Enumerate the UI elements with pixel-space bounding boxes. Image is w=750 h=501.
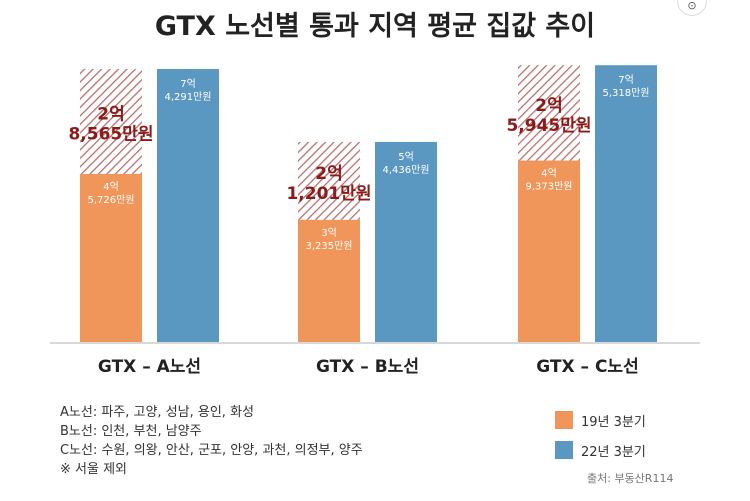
bar-2019-value-label: 5,726만원 xyxy=(87,194,134,206)
legend-label-2019: 19년 3분기 xyxy=(581,414,646,430)
bar-2019-value-label: 9,373만원 xyxy=(525,181,572,193)
bar-2019-value-label: 4억 xyxy=(103,181,119,193)
legend-swatch-2022 xyxy=(555,441,573,459)
increase-value-label: 2억 xyxy=(315,164,342,184)
bar-2019-value-label: 3,235만원 xyxy=(305,240,352,252)
increase-value-label: 1,201만원 xyxy=(286,184,371,204)
bar-2019 xyxy=(80,173,142,342)
bar-2022-value-label: 5억 xyxy=(398,151,414,163)
increase-hatch-bar xyxy=(298,141,360,220)
note-b-line: B노선: 인천, 부천, 남양주 xyxy=(60,424,202,439)
chart-title: GTX 노선별 통과 지역 평균 집값 추이 xyxy=(155,11,595,42)
note-c-line: C노선: 수원, 의왕, 안산, 군포, 안양, 과천, 의정부, 양주 xyxy=(60,443,363,458)
bar-2019 xyxy=(518,160,580,342)
bar-2019-value-label: 4억 xyxy=(541,168,557,180)
increase-value-label: 2억 xyxy=(97,104,124,124)
increase-hatch-bar xyxy=(80,68,142,174)
legend-item-2022: 22년 3분기 xyxy=(555,435,646,465)
source-credit: 출처: 부동산R114 xyxy=(587,472,674,485)
bar-2022 xyxy=(375,141,437,342)
increase-hatch-bar xyxy=(518,65,580,161)
bar-2022-value-label: 7억 xyxy=(180,78,196,90)
category-label: GTX – C노선 xyxy=(536,357,638,377)
note-a-line: A노선: 파주, 고양, 성남, 용인, 화성 xyxy=(60,405,254,420)
increase-value-label: 2억 xyxy=(535,96,562,116)
bar-2022-value-label: 7억 xyxy=(618,74,634,86)
legend: 19년 3분기 22년 3분기 xyxy=(555,405,646,465)
bar-2022-value-label: 4,436만원 xyxy=(382,164,429,176)
bar-2022-value-label: 5,318만원 xyxy=(602,87,649,99)
note-exclusion: ※ 서울 제외 xyxy=(60,462,127,477)
bar-2022 xyxy=(595,65,657,342)
bar-2019 xyxy=(298,219,360,342)
legend-label-2022: 22년 3분기 xyxy=(581,444,646,460)
bar-2019-value-label: 3억 xyxy=(321,227,337,239)
notes: A노선: 파주, 고양, 성남, 용인, 화성 B노선: 인천, 부천, 남양주… xyxy=(60,403,363,479)
category-label: GTX – A노선 xyxy=(98,357,201,377)
category-label: GTX – B노선 xyxy=(316,357,419,377)
legend-item-2019: 19년 3분기 xyxy=(555,405,646,435)
increase-value-label: 5,945만원 xyxy=(506,116,591,136)
bar-2022-value-label: 4,291만원 xyxy=(164,91,211,103)
bar-2022 xyxy=(157,68,219,342)
legend-swatch-2019 xyxy=(555,411,573,429)
increase-value-label: 8,565만원 xyxy=(68,124,153,144)
